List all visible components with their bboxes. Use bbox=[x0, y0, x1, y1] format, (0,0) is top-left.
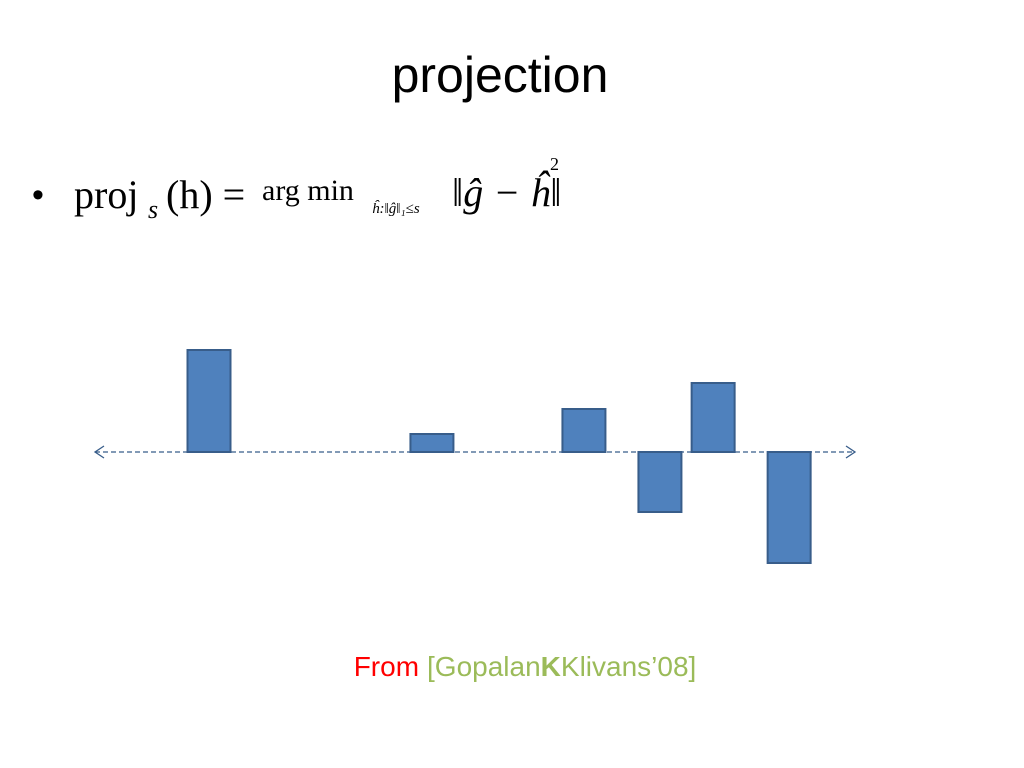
bullet-symbol: • bbox=[32, 176, 44, 214]
formula-proj: proj bbox=[74, 172, 138, 217]
slide-title: projection bbox=[392, 47, 609, 103]
formula-sub: s bbox=[148, 195, 158, 224]
citation-from: From bbox=[354, 651, 419, 682]
citation: From [GopalanKKlivans’08] bbox=[354, 651, 697, 682]
citation-open: [Gopalan bbox=[427, 651, 541, 682]
formula-op: arg min bbox=[262, 174, 354, 207]
bar bbox=[637, 451, 683, 513]
bar bbox=[690, 382, 736, 453]
formula-arg: (h) = bbox=[166, 172, 245, 217]
formula-power: 2 bbox=[550, 154, 559, 174]
citation-bold: K bbox=[541, 651, 561, 682]
citation-close: Klivans’08] bbox=[561, 651, 696, 682]
formula-op-sub: ĥ:‖ĝ‖₁≤s bbox=[372, 200, 420, 217]
bar bbox=[766, 451, 812, 564]
arrow-heads bbox=[93, 445, 857, 459]
bar bbox=[561, 408, 607, 453]
bar bbox=[409, 433, 455, 453]
plot bbox=[93, 349, 857, 564]
formula-norm: ‖ĝ − ĥ‖ bbox=[452, 170, 561, 215]
bar bbox=[186, 349, 232, 453]
